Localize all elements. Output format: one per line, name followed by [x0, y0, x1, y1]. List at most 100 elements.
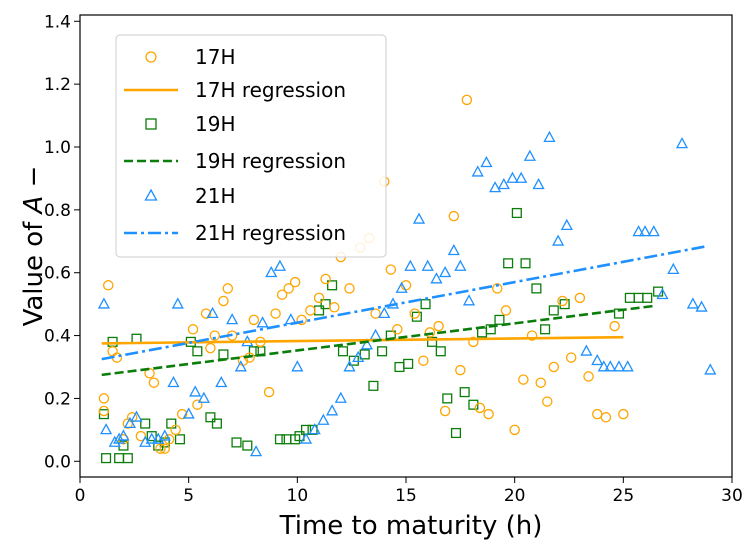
point-21h: [439, 265, 452, 278]
point-17h: [509, 424, 520, 436]
point-19h: [294, 431, 305, 442]
regression-line-19h: [101, 304, 657, 377]
point-21h: [675, 137, 689, 149]
point-19h: [485, 324, 496, 335]
point-21h: [552, 234, 565, 246]
y-tick-label: 1.2: [44, 75, 71, 95]
point-21h: [523, 149, 536, 161]
point-21h: [695, 300, 708, 312]
point-19h: [314, 305, 325, 316]
point-21h: [395, 281, 408, 293]
point-17h: [218, 295, 229, 307]
point-19h: [153, 440, 164, 451]
regression-line-17h: [101, 335, 624, 345]
point-21h: [532, 177, 545, 190]
point-17h: [144, 368, 155, 379]
point-21h: [412, 212, 426, 224]
point-21h: [189, 385, 202, 397]
point-17h: [609, 320, 620, 332]
point-21h: [447, 243, 460, 256]
point-21h: [497, 177, 510, 190]
point-17h: [276, 289, 288, 300]
point-17h: [439, 405, 451, 417]
point-17h: [222, 283, 234, 294]
point-19h: [231, 437, 242, 448]
point-21h: [369, 328, 382, 341]
point-17h: [98, 405, 110, 417]
point-19h: [559, 299, 570, 310]
point-21h: [454, 259, 467, 271]
point-17h: [329, 302, 340, 313]
point-21h: [430, 272, 443, 284]
point-21h: [273, 259, 287, 271]
point-17h: [159, 443, 171, 454]
point-19h: [548, 305, 559, 316]
point-21h: [197, 391, 210, 403]
point-19h: [477, 327, 488, 338]
point-19h: [174, 434, 186, 445]
legend-21h-label: 21H: [195, 184, 236, 208]
y-tick-label: 0.6: [44, 264, 71, 284]
point-17h: [187, 324, 199, 335]
point-17h: [461, 94, 473, 106]
point-17h: [289, 276, 301, 288]
point-19h: [166, 418, 177, 429]
point-21h: [334, 391, 347, 403]
point-17h: [103, 280, 114, 291]
point-21h: [256, 316, 269, 328]
point-21h: [647, 225, 660, 237]
point-19h: [122, 453, 133, 464]
x-axis-ticks: 0 5 10 15 20 25 30: [75, 477, 743, 506]
point-17h: [492, 283, 503, 294]
point-21h: [604, 360, 617, 372]
x-tick-label: 0: [75, 486, 86, 506]
point-19h: [114, 453, 125, 464]
point-21h: [234, 360, 247, 372]
point-19h: [274, 434, 285, 445]
point-21h: [686, 297, 699, 309]
point-17h: [263, 386, 275, 398]
point-19h: [435, 346, 446, 357]
point-21h: [489, 181, 502, 193]
point-17h: [526, 330, 538, 341]
legend-19h-marker: [145, 118, 157, 130]
point-21h: [343, 360, 356, 372]
point-21h: [182, 407, 195, 419]
point-17h: [385, 264, 397, 275]
point-21h: [656, 287, 669, 300]
point-19h: [242, 440, 253, 451]
point-21h: [249, 445, 263, 457]
point-17h: [192, 399, 203, 410]
point-17h: [283, 283, 294, 294]
x-tick-label: 15: [395, 486, 417, 506]
x-tick-label: 5: [183, 486, 194, 506]
x-tick-label: 10: [287, 486, 309, 506]
y-axis-ticks: 0.0 0.2 0.4 0.6 0.8 1.0 1.2 1.4: [44, 12, 80, 472]
y-tick-label: 0.4: [44, 327, 71, 347]
point-19h: [101, 453, 112, 464]
point-17h: [320, 273, 331, 285]
point-21h: [326, 404, 339, 416]
point-21h: [621, 360, 634, 372]
point-17h: [592, 408, 603, 420]
point-21h: [591, 353, 604, 366]
point-21h: [480, 155, 493, 168]
point-17h: [424, 327, 436, 338]
point-21h: [123, 416, 137, 429]
point-19h: [337, 346, 349, 357]
y-axis-title-suffix: −: [19, 166, 49, 196]
point-17h: [370, 308, 381, 319]
point-21h: [515, 171, 528, 183]
point-21h: [113, 432, 126, 444]
point-21h: [352, 350, 365, 363]
point-21h: [612, 360, 626, 372]
point-19h: [377, 346, 388, 357]
point-17h: [305, 305, 316, 316]
point-21h: [265, 265, 278, 278]
point-17h: [518, 374, 529, 385]
point-21h: [704, 363, 717, 375]
point-17h: [409, 308, 420, 319]
x-axis-title: Time to maturity (h): [279, 511, 543, 541]
point-21h: [638, 225, 652, 237]
